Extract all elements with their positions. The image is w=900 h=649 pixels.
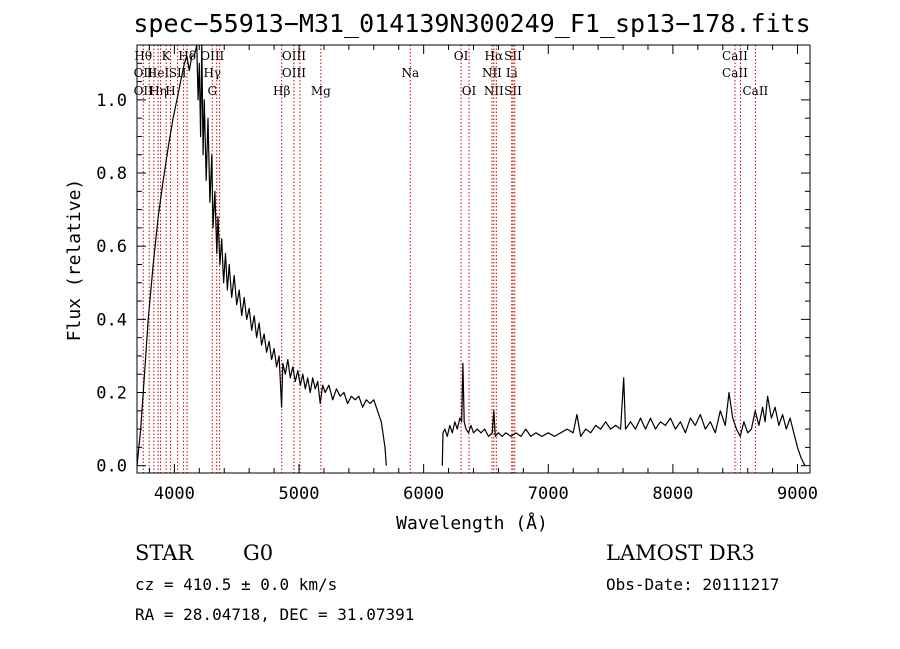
spectral-line-label: SII (504, 49, 522, 63)
spectrum-series-line (441, 362, 806, 466)
x-axis-ticks: 4000 5000 6000 7000 8000 9000 (148, 45, 818, 504)
plot-frame (136, 44, 811, 474)
spectral-line-label: NII (484, 84, 504, 98)
obs-date-text: Obs-Date: 20111217 (606, 575, 779, 594)
x-tick-label: 8000 (652, 484, 693, 504)
spectral-line-label: OI (462, 84, 477, 98)
x-axis-label: Wavelength (Å) (396, 512, 548, 534)
y-tick-label: 0.4 (96, 310, 127, 330)
spectral-line-label: Hθ (134, 49, 152, 63)
spectral-line-label: CaII (742, 84, 768, 98)
y-tick-label: 0.0 (96, 457, 127, 477)
spectral-line-label: OIII (282, 66, 306, 80)
spectral-line-label: Na (401, 66, 419, 80)
x-tick-label: 6000 (403, 484, 444, 504)
spectral-line-label: Hγ (203, 66, 221, 80)
object-class: STAR (135, 541, 194, 565)
spectral-line-label: NII (482, 66, 502, 80)
x-tick-label: 5000 (279, 484, 320, 504)
spectral-line-label: OII (134, 66, 154, 80)
x-tick-label: 4000 (154, 484, 195, 504)
spectral-line-label: OIII (282, 49, 306, 63)
velocity-text: cz = 410.5 ± 0.0 km/s (135, 575, 337, 594)
object-subclass: G0 (243, 541, 273, 565)
spectral-line-label: Hα (485, 49, 504, 63)
survey-name: LAMOST DR3 (606, 541, 755, 565)
spectral-line-label: Hβ (273, 84, 290, 98)
y-tick-label: 0.2 (96, 384, 127, 404)
y-tick-label: 0.6 (96, 237, 127, 257)
spectral-line-label: K (162, 49, 172, 63)
spectral-line-label: HeI (147, 66, 170, 80)
spectral-line-label: OIII (200, 49, 224, 63)
spectral-line-label: Li (506, 66, 518, 80)
spectral-line-label: CaII (722, 66, 748, 80)
spectral-line-label: OII (134, 84, 154, 98)
coordinates-text: RA = 28.04718, DEC = 31.07391 (135, 605, 414, 624)
y-tick-label: 0.8 (96, 164, 127, 184)
y-tick-label: 1.0 (96, 91, 127, 111)
x-tick-label: 9000 (777, 484, 818, 504)
spectrum-series-line (136, 44, 387, 466)
spectrum-plot (136, 44, 806, 466)
spectral-line-label: G (207, 84, 217, 98)
chart-title: spec−55913−M31_014139N300249_F1_sp13−178… (133, 9, 810, 38)
x-tick-label: 7000 (528, 484, 569, 504)
y-axis-label: Flux (relative) (64, 179, 85, 342)
spectral-line-label: SII (169, 66, 187, 80)
spectral-line-label: Hη (149, 84, 167, 98)
spectral-line-label: CaII (722, 49, 748, 63)
y-axis-ticks: 0.0 0.2 0.4 0.6 0.8 1.0 (96, 62, 810, 477)
spectral-line-label: Mg (311, 84, 331, 98)
spectral-line-label: SII (504, 84, 522, 98)
spectral-line-label: OI (454, 49, 469, 63)
spectral-line-label: H (165, 84, 175, 98)
